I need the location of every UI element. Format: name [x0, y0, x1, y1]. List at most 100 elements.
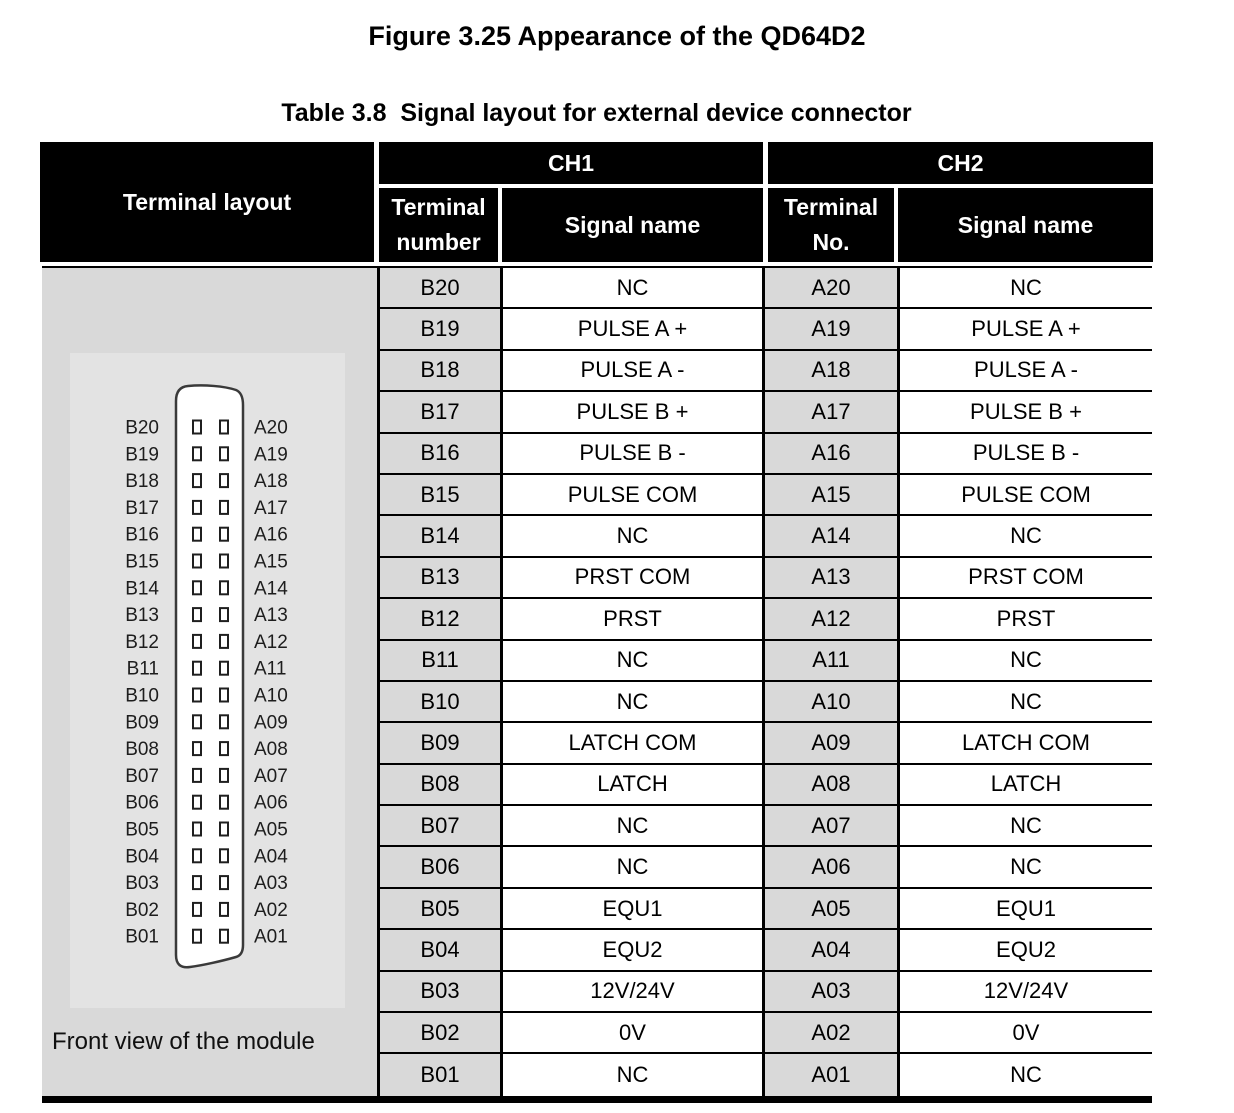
- ch2-terminal-cell: A12: [762, 599, 897, 641]
- ch2-terminal-cell: A14: [762, 516, 897, 558]
- ch2-signal-cell: EQU2: [897, 930, 1152, 972]
- ch2-signal-cell: PRST COM: [897, 557, 1152, 600]
- ch2-terminal-cell: A06: [762, 847, 897, 889]
- ch2-signal-cell: PRST: [897, 599, 1152, 641]
- pin-icon: [192, 928, 202, 944]
- pin-label-b: B14: [125, 578, 159, 599]
- ch2-signal-cell: NC: [897, 516, 1152, 558]
- pin-label-b: B09: [125, 712, 159, 733]
- pin-icon: [219, 875, 229, 891]
- ch1-signal-cell: PULSE A -: [500, 350, 762, 393]
- pin-icon: [219, 419, 229, 435]
- ch1-signal-cell: PULSE COM: [500, 474, 762, 517]
- ch2-terminal-cell: A20: [762, 268, 897, 310]
- ch1-signal-cell: PRST COM: [500, 557, 762, 600]
- ch1-terminal-cell: B12: [377, 599, 500, 641]
- pin-label-b: B06: [125, 793, 159, 814]
- pin-label-b: B13: [125, 605, 159, 626]
- ch1-terminal-cell: B05: [377, 888, 500, 931]
- pin-icon: [192, 848, 202, 864]
- connector-diagram: B20 A20 B19 A19 B18: [125, 384, 288, 969]
- ch2-terminal-cell: A09: [762, 723, 897, 765]
- pin-label-a: A19: [254, 444, 288, 465]
- ch1-terminal-cell: B15: [377, 474, 500, 517]
- header-ch1-signal-name: Signal name: [564, 211, 701, 238]
- pin-icon: [192, 446, 202, 462]
- pin-icon: [219, 741, 229, 757]
- pin-label-a: A11: [254, 659, 286, 680]
- ch1-terminal-cell: B02: [377, 1013, 500, 1055]
- pin-row: B06 A06: [125, 793, 288, 814]
- ch1-signal-cell: NC: [500, 640, 762, 682]
- pin-label-a: A08: [254, 739, 288, 760]
- ch2-terminal-cell: A02: [762, 1013, 897, 1055]
- pin-icon: [219, 794, 229, 810]
- ch1-signal-cell: PULSE A +: [500, 309, 762, 351]
- pin-icon: [192, 741, 202, 757]
- ch1-terminal-cell: B14: [377, 516, 500, 558]
- pin-row: B12 A12: [125, 632, 288, 653]
- pin-icon: [192, 687, 202, 703]
- ch1-terminal-cell: B17: [377, 392, 500, 434]
- pin-label-b: B18: [125, 471, 159, 492]
- ch2-signal-cell: NC: [897, 806, 1152, 848]
- ch1-terminal-cell: B08: [377, 764, 500, 807]
- ch1-terminal-cell: B19: [377, 309, 500, 351]
- ch2-signal-cell: PULSE B +: [897, 392, 1152, 434]
- pin-icon: [219, 580, 229, 596]
- pin-icon: [219, 446, 229, 462]
- ch1-signal-cell: EQU1: [500, 888, 762, 931]
- pin-label-b: B07: [125, 766, 159, 787]
- ch1-signal-cell: NC: [500, 847, 762, 889]
- ch1-terminal-cell: B01: [377, 1054, 500, 1096]
- pin-row: B14 A14: [125, 578, 288, 599]
- pin-row: B11 A11: [127, 659, 287, 680]
- ch1-signal-cell: 0V: [500, 1013, 762, 1055]
- ch1-terminal-cell: B18: [377, 350, 500, 393]
- header-ch2-group: CH2: [937, 149, 984, 176]
- ch1-signal-cell: PULSE B +: [500, 392, 762, 434]
- pin-label-a: A06: [254, 793, 288, 814]
- pin-label-b: B01: [125, 927, 159, 948]
- terminal-layout-cell: B20 A20 B19 A19 B18: [42, 268, 377, 1096]
- pin-row: B09 A09: [125, 712, 288, 733]
- pin-icon: [219, 928, 229, 944]
- ch1-signal-cell: NC: [500, 681, 762, 724]
- ch2-terminal-cell: A01: [762, 1054, 897, 1096]
- pin-icon: [192, 875, 202, 891]
- ch1-signal-cell: NC: [500, 806, 762, 848]
- pin-row: B08 A08: [125, 739, 288, 760]
- pin-label-a: A09: [254, 712, 288, 733]
- pin-label-b: B04: [125, 846, 159, 867]
- pin-label-b: B17: [125, 498, 159, 519]
- ch1-signal-cell: NC: [500, 268, 762, 310]
- pin-icon: [219, 687, 229, 703]
- ch2-terminal-cell: A03: [762, 971, 897, 1014]
- ch2-signal-cell: NC: [897, 268, 1152, 310]
- pin-icon: [219, 821, 229, 837]
- pin-row: B05 A05: [125, 820, 288, 841]
- header-ch2-terminal-no: Terminal No.: [783, 194, 879, 255]
- pin-row: B01 A01: [125, 927, 288, 948]
- pin-row: B19 A19: [125, 444, 288, 465]
- pin-icon: [219, 848, 229, 864]
- header-divider: [894, 188, 898, 262]
- pin-icon: [219, 633, 229, 649]
- pin-label-b: B11: [127, 659, 159, 680]
- pin-row: B03 A03: [125, 873, 288, 894]
- ch2-signal-cell: PULSE A -: [897, 350, 1152, 393]
- ch1-signal-cell: EQU2: [500, 930, 762, 972]
- header-divider: [374, 142, 379, 262]
- ch2-signal-cell: NC: [897, 1054, 1152, 1096]
- pin-row: B13 A13: [125, 605, 288, 626]
- pin-label-a: A07: [254, 766, 288, 787]
- pin-icon: [219, 499, 229, 515]
- ch1-signal-cell: LATCH COM: [500, 723, 762, 765]
- pin-label-b: B10: [125, 686, 159, 707]
- pin-label-a: A02: [254, 900, 288, 921]
- pin-icon: [192, 499, 202, 515]
- ch2-terminal-cell: A11: [762, 640, 897, 682]
- table-caption: Table 3.8 Signal layout for external dev…: [281, 99, 912, 127]
- pin-icon: [192, 767, 202, 783]
- ch1-signal-cell: NC: [500, 1054, 762, 1096]
